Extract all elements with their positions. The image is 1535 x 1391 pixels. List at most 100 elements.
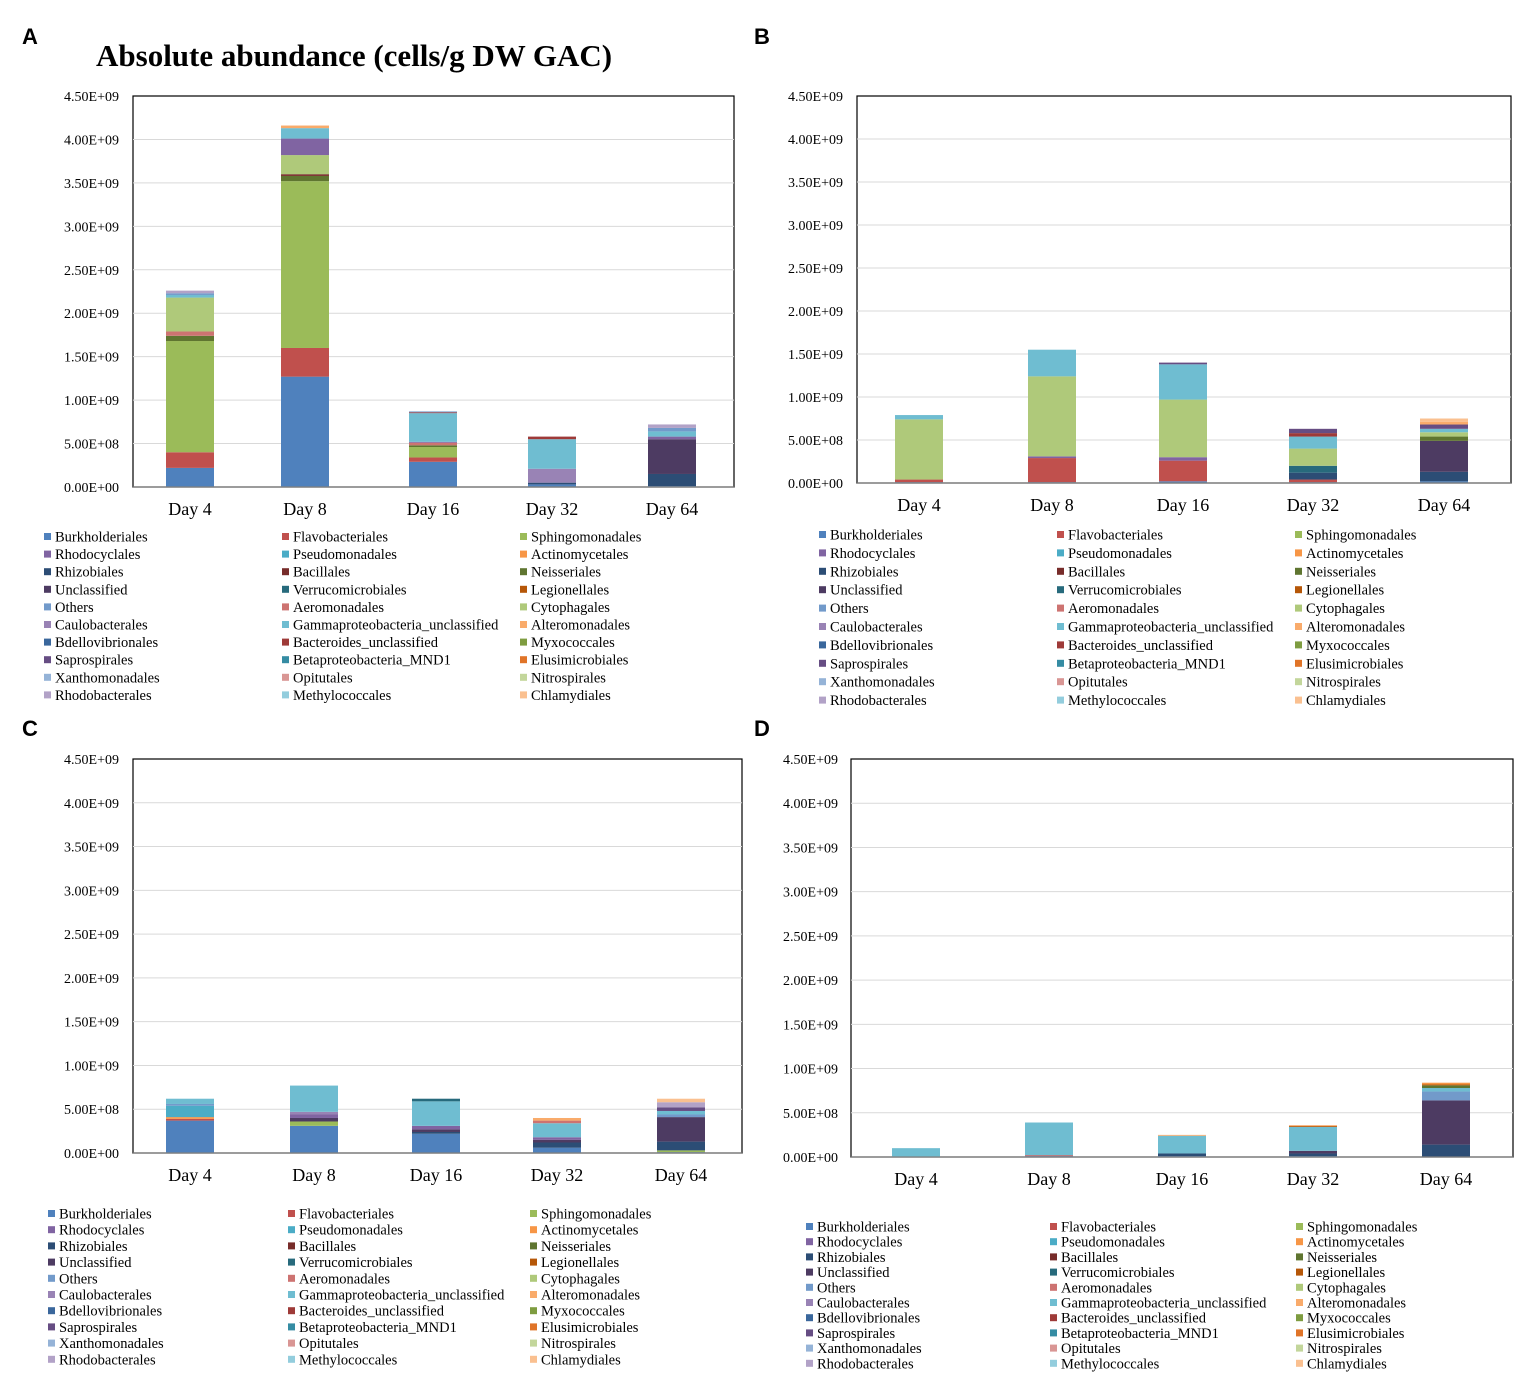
legend-label: Rhizobiales (830, 564, 899, 580)
bar-segment-gammaproteobacteria-unclassified (657, 1110, 705, 1115)
x-category-label: Day 64 (1418, 495, 1471, 515)
legend-swatch (48, 1210, 55, 1217)
bar-segment-burkholderiales (409, 461, 457, 487)
legend-label: Methylococcales (1061, 1356, 1160, 1372)
bar-segment-gammaproteobacteria-unclassified (892, 1148, 940, 1157)
legend-label: Myxococcales (541, 1304, 625, 1320)
bar-segment-rhodocyclales (409, 441, 457, 443)
legend-swatch (1296, 1238, 1303, 1246)
legend-label: Cytophagales (531, 600, 610, 616)
legend-swatch (1296, 1344, 1303, 1352)
legend-swatch (530, 1258, 537, 1266)
legend-swatch (1296, 1268, 1303, 1276)
y-tick-label: 2.50E+09 (783, 930, 838, 945)
legend-label: Flavobacteriales (293, 530, 388, 546)
bar-segment-unclassified (657, 1117, 705, 1142)
legend-swatch (44, 603, 51, 611)
bar-segment-flavobacteriales (281, 347, 329, 377)
legend-swatch (44, 621, 51, 628)
legend-swatch (806, 1268, 813, 1276)
legend-label: Sphingomonadales (1307, 1220, 1418, 1236)
legend-swatch (1296, 1329, 1303, 1337)
x-category-label: Day 4 (168, 1165, 212, 1185)
figure-title: Absolute abundance (cells/g DW GAC) (96, 38, 612, 73)
y-tick-label: 3.00E+09 (788, 219, 843, 234)
bar-segment-rhizobiales (648, 473, 696, 487)
x-category-label: Day 4 (168, 499, 212, 519)
legend-label: Sphingomonadales (531, 530, 642, 546)
y-tick-label: 1.50E+09 (64, 351, 119, 366)
y-tick-label: 3.50E+09 (64, 177, 119, 192)
bar-segment-unclassified (412, 1129, 460, 1132)
bar-segment-cytophagales (1028, 376, 1076, 457)
legend-label: Aeromonadales (1061, 1280, 1152, 1296)
legend-label: Bacillales (299, 1239, 357, 1255)
y-tick-label: 5.00E+08 (64, 438, 119, 453)
legend-swatch (1057, 659, 1064, 667)
x-category-label: Day 16 (407, 499, 460, 519)
bar-segment-others (648, 427, 696, 432)
legend-label: Caulobacterales (59, 1288, 152, 1304)
legend-label: Others (59, 1271, 98, 1287)
bar-segment-rhizobiales (1289, 472, 1337, 480)
bar-segment-gammaproteobacteria-unclassified (1159, 364, 1207, 400)
y-tick-label: 1.50E+09 (788, 348, 843, 363)
bar-segment-aeromonadales (409, 442, 457, 446)
x-category-label: Day 16 (1157, 495, 1210, 515)
legend-swatch (520, 568, 527, 576)
legend-label: Opitutales (1068, 675, 1128, 691)
bar-segment-caulobacterales (290, 1111, 338, 1115)
bar-segment-rhizobiales (657, 1141, 705, 1151)
legend-label: Rhodobacterales (817, 1356, 914, 1372)
legend-swatch (288, 1258, 295, 1266)
legend-swatch (806, 1359, 813, 1367)
legend-swatch (806, 1329, 813, 1337)
legend-label: Legionellales (1307, 1265, 1385, 1281)
legend-label: Pseudomonadales (1068, 546, 1172, 562)
bar-segment-bacteroides-unclassified (409, 412, 457, 414)
x-category-label: Day 4 (894, 1169, 938, 1189)
legend-swatch (1295, 604, 1302, 612)
y-tick-label: 1.50E+09 (64, 1016, 119, 1031)
legend-label: Saprospirales (830, 656, 908, 672)
legend-swatch (1296, 1359, 1303, 1367)
legend-label: Actinomycetales (1306, 546, 1404, 562)
x-category-label: Day 16 (410, 1165, 463, 1185)
legend-label: Bacillales (293, 565, 351, 581)
legend-label: Rhizobiales (55, 565, 124, 581)
panel-b: B 0.00E+00 5.00E+08 1.00E+09 1.50E+09 2.00E+0… (754, 24, 1512, 709)
legend-label: Burkholderiales (817, 1220, 910, 1236)
y-tick-label: 4.50E+09 (64, 753, 119, 768)
legend-swatch (1295, 586, 1302, 594)
legend-swatch (520, 691, 527, 699)
x-category-label: Day 32 (1287, 1169, 1340, 1189)
bar-segment-burkholderiales (166, 1120, 214, 1153)
legend-label: Gammaproteobacteria_unclassified (293, 618, 499, 634)
bar-segment-burkholderiales (528, 484, 576, 487)
bar-segment-cytophagales (281, 155, 329, 175)
bar-segment-rhodocyclales (648, 436, 696, 440)
legend-label: Methylococcales (299, 1352, 398, 1368)
bar-segment-cytophagales (1420, 432, 1468, 437)
bar-segment-unclassified (290, 1117, 338, 1122)
legend-swatch (1296, 1283, 1303, 1291)
y-tick-label: 1.00E+09 (788, 391, 843, 406)
legend-label: Caulobacterales (830, 620, 923, 636)
x-category-label: Day 64 (1420, 1169, 1473, 1189)
bar-segment-unclassified (1420, 440, 1468, 472)
y-tick-label: 2.00E+09 (64, 972, 119, 987)
legend-swatch (819, 696, 826, 704)
bar-segment-rhizobiales (1422, 1144, 1470, 1157)
legend-label: Flavobacteriales (1061, 1220, 1156, 1236)
bar-segment-flavobacteriales (409, 457, 457, 462)
bar-segment-alteromonadales (1158, 1134, 1206, 1136)
legend-label: Xanthomonadales (817, 1341, 922, 1357)
legend-label: Neisseriales (541, 1239, 611, 1255)
legend-swatch (48, 1274, 55, 1282)
legend-swatch (1050, 1283, 1057, 1291)
legend-label: Betaproteobacteria_MND1 (1061, 1326, 1219, 1342)
legend-label: Neisseriales (531, 565, 601, 581)
bar-segment-rhodocyclales (533, 1137, 581, 1140)
bar-segment-saprospirales (1159, 362, 1207, 365)
